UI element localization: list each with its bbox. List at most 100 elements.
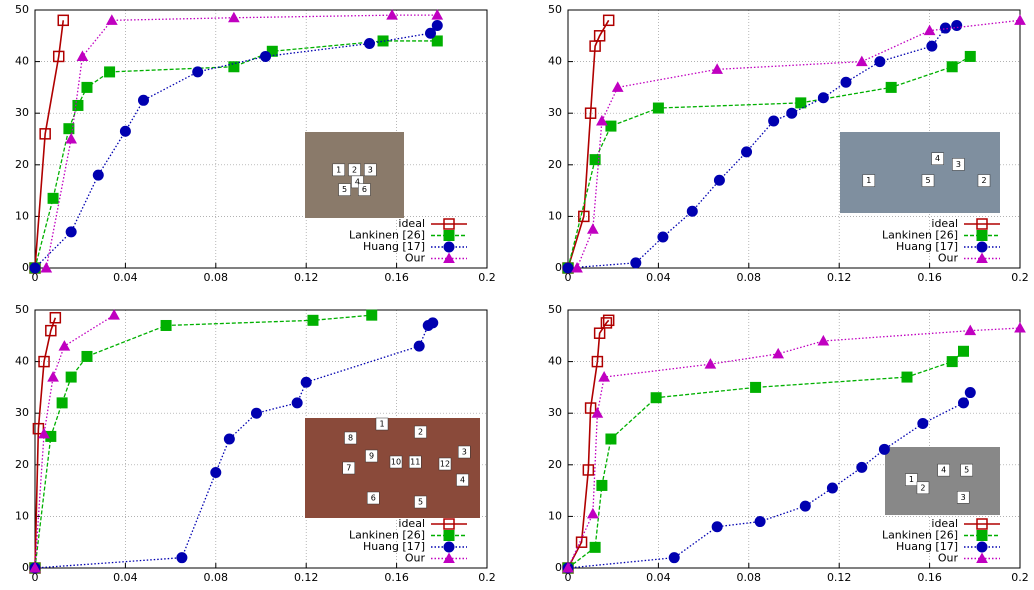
marker (658, 232, 668, 242)
marker (769, 116, 779, 126)
marker (714, 175, 724, 185)
marker (875, 57, 885, 67)
y-tick-label: 10 (548, 209, 562, 222)
legend-label: Our (938, 252, 959, 265)
marker (563, 263, 573, 273)
marker (432, 10, 442, 19)
x-tick-label: 0.04 (113, 571, 138, 584)
inset-label: 9 (369, 452, 374, 461)
marker (48, 372, 58, 381)
marker (952, 20, 962, 30)
marker (613, 82, 623, 91)
marker (818, 93, 828, 103)
inset-label: 1 (379, 420, 384, 429)
panel: 0102030405000.040.080.120.160.2123456789… (15, 303, 496, 584)
marker (432, 20, 442, 30)
legend-marker (444, 231, 454, 241)
marker (787, 108, 797, 118)
y-tick-label: 0 (22, 261, 29, 274)
marker (1015, 15, 1025, 24)
marker (712, 64, 722, 73)
marker (800, 501, 810, 511)
inset-label: 1 (336, 165, 341, 174)
marker (588, 224, 598, 233)
y-tick-label: 0 (555, 261, 562, 274)
inset-label: 3 (462, 448, 467, 457)
inset-label: 11 (410, 458, 420, 467)
marker (82, 351, 92, 361)
y-tick-label: 50 (15, 3, 29, 16)
marker (742, 147, 752, 157)
marker (224, 434, 234, 444)
y-tick-label: 10 (15, 509, 29, 522)
marker (902, 372, 912, 382)
inset-label: 12 (440, 460, 450, 469)
y-tick-label: 0 (555, 561, 562, 574)
marker (597, 480, 607, 490)
marker (120, 126, 130, 136)
x-tick-label: 0.2 (478, 571, 496, 584)
marker (66, 227, 76, 237)
y-tick-label: 30 (15, 106, 29, 119)
marker (918, 419, 928, 429)
marker (755, 517, 765, 527)
x-tick-label: 0.12 (294, 571, 319, 584)
y-tick-label: 20 (15, 158, 29, 171)
inset-label: 2 (920, 483, 925, 492)
marker (606, 121, 616, 131)
marker (66, 372, 76, 382)
marker (292, 398, 302, 408)
marker (669, 553, 679, 563)
marker (947, 357, 957, 367)
marker (606, 434, 616, 444)
marker (653, 103, 663, 113)
x-tick-label: 0.12 (294, 271, 319, 284)
x-tick-label: 0.2 (478, 271, 496, 284)
y-tick-label: 20 (548, 158, 562, 171)
legend-marker (444, 531, 454, 541)
marker (751, 382, 761, 392)
inset-label: 6 (362, 185, 367, 194)
marker (827, 483, 837, 493)
x-tick-label: 0.08 (204, 271, 229, 284)
marker (73, 100, 83, 110)
marker (590, 542, 600, 552)
marker (261, 51, 271, 61)
series-line (35, 318, 55, 568)
inset-label: 5 (342, 185, 347, 194)
y-tick-label: 40 (15, 355, 29, 368)
x-tick-label: 0.04 (646, 571, 671, 584)
marker (30, 263, 40, 273)
marker (947, 62, 957, 72)
x-tick-label: 0.04 (113, 271, 138, 284)
marker (959, 398, 969, 408)
marker (308, 315, 318, 325)
marker (364, 39, 374, 49)
marker (818, 336, 828, 345)
x-tick-label: 0.08 (737, 571, 762, 584)
y-tick-label: 50 (15, 303, 29, 316)
marker (588, 509, 598, 518)
marker (387, 10, 397, 19)
marker (414, 341, 424, 351)
marker (301, 377, 311, 387)
x-tick-label: 0.16 (384, 271, 409, 284)
marker (107, 15, 117, 24)
marker (959, 346, 969, 356)
inset-label: 4 (941, 466, 946, 475)
x-tick-label: 0.16 (917, 571, 942, 584)
inset-label: 5 (925, 176, 930, 185)
marker (64, 124, 74, 134)
inset-label: 1 (866, 176, 871, 185)
inset-image (885, 447, 1000, 515)
marker (1015, 323, 1025, 332)
marker (631, 258, 641, 268)
x-tick-label: 0.08 (204, 571, 229, 584)
y-tick-label: 20 (15, 458, 29, 471)
marker (138, 95, 148, 105)
series-line (35, 20, 63, 268)
inset-label: 2 (352, 165, 357, 174)
x-tick-label: 0.12 (827, 571, 852, 584)
